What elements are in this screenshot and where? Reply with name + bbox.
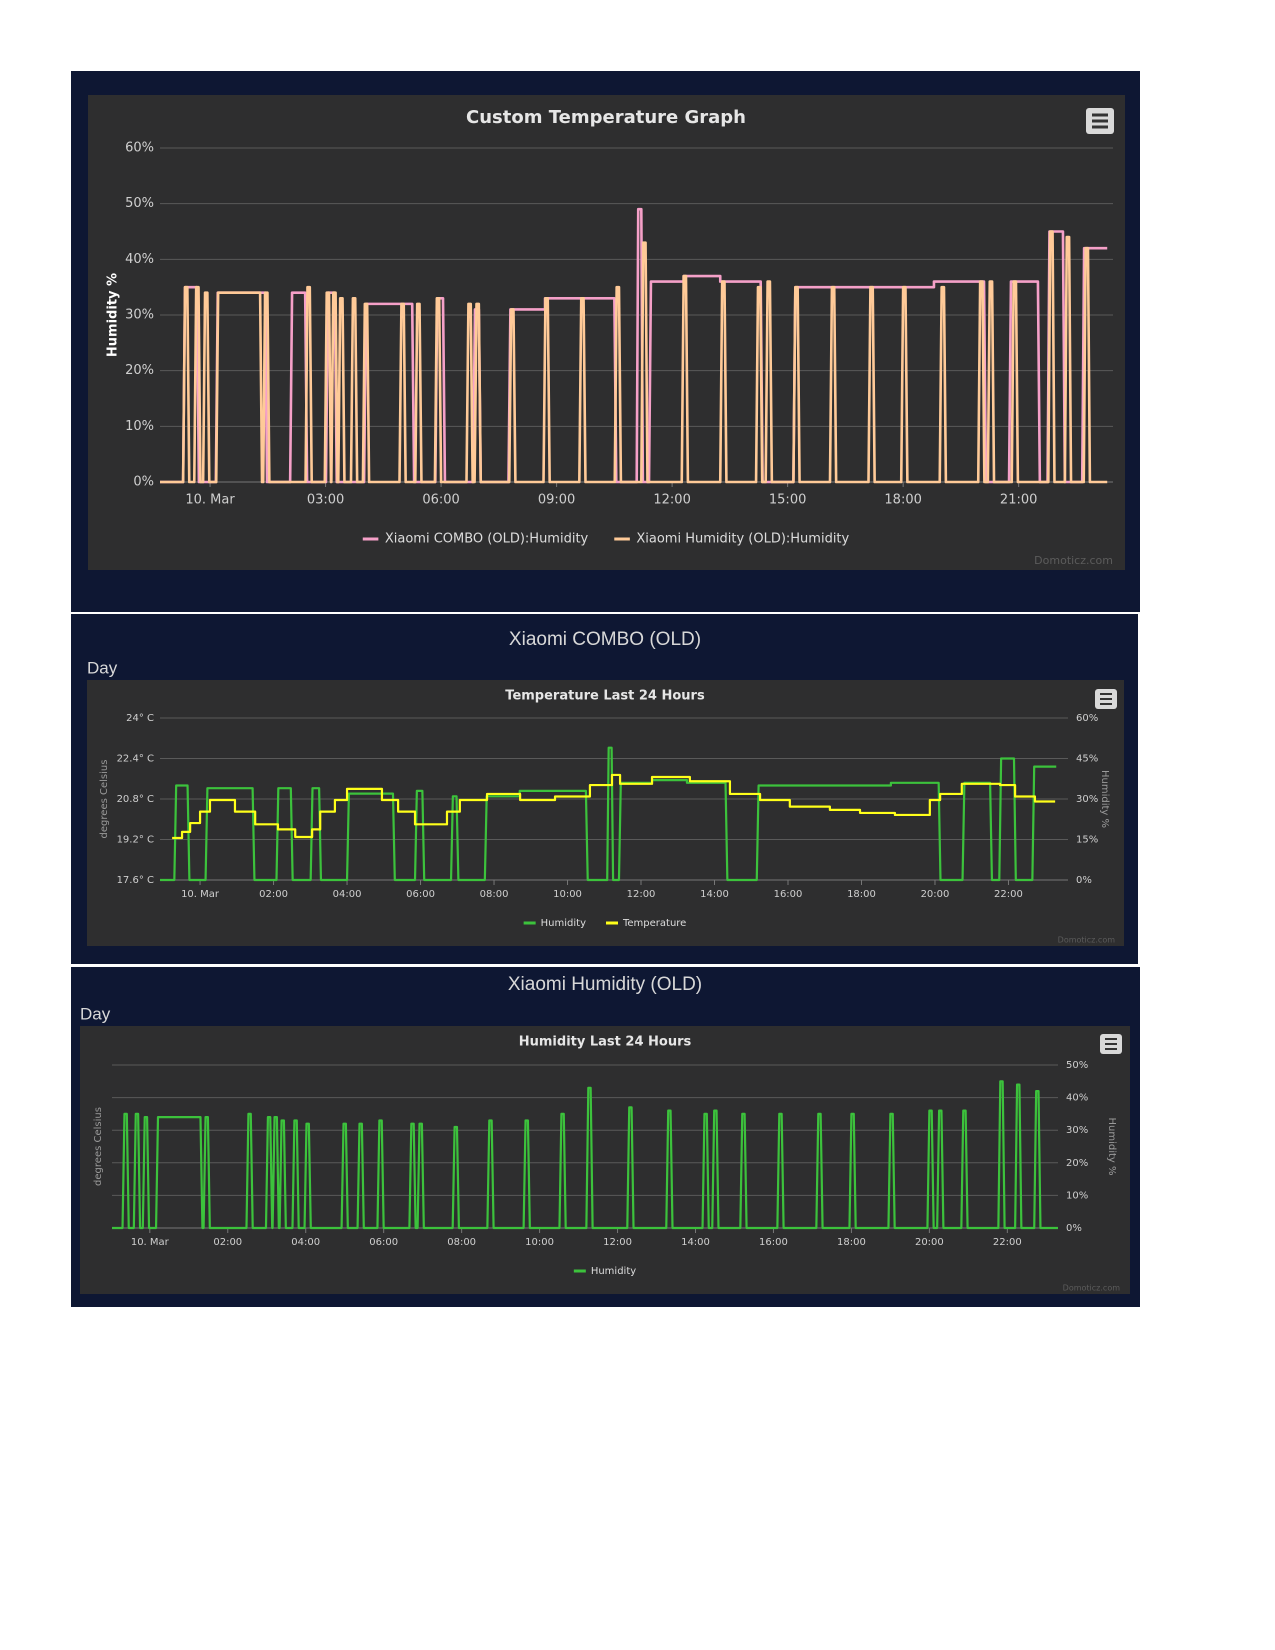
x-tick-label: 18:00 [837,1237,866,1248]
x-tick-label: 16:00 [759,1237,788,1248]
y-tick-label: 10% [125,419,154,434]
y2-tick-label: 45% [1076,754,1098,765]
plot [160,207,1108,484]
y-tick-label: 20.8° C [117,794,154,805]
menu-button[interactable] [1086,108,1114,134]
y-axis-title: degrees Celsius [93,1107,104,1186]
y2-tick-label: 0% [1066,1223,1082,1234]
x-tick-label: 20:00 [915,1237,944,1248]
chart-title: Humidity Last 24 Hours [519,1035,692,1050]
line-series [172,773,1056,840]
x-tick-label: 02:00 [213,1237,242,1248]
credit: Domoticz.com [1063,1284,1121,1293]
y2-tick-label: 40% [1066,1093,1088,1104]
y2-tick-label: 15% [1076,835,1098,846]
menu-button[interactable] [1095,689,1117,709]
legend-label: Humidity [591,1266,636,1277]
legend-label: Xiaomi COMBO (OLD):Humidity [385,532,589,547]
x-tick-label: 15:00 [769,493,806,508]
x-tick-label: 06:00 [406,889,435,900]
section-title: Xiaomi COMBO (OLD) [509,629,701,650]
legend-label: Humidity [541,918,586,929]
chart-title: Temperature Last 24 Hours [505,689,705,704]
chart-bg [80,1026,1130,1294]
x-tick-label: 06:00 [369,1237,398,1248]
x-tick-label: 08:00 [480,889,509,900]
y-tick-label: 24° C [126,713,154,724]
legend-label: Xiaomi Humidity (OLD):Humidity [636,532,849,547]
x-tick-label: 08:00 [447,1237,476,1248]
y2-tick-label: 30% [1066,1125,1088,1136]
x-tick-label: 12:00 [627,889,656,900]
y-tick-label: 17.6° C [117,875,154,886]
x-tick-label: 12:00 [653,493,690,508]
x-tick-label: 14:00 [681,1237,710,1248]
y-tick-label: 30% [125,308,154,323]
chart-bg [88,95,1125,570]
credit: Domoticz.com [1058,936,1116,945]
x-tick-label: 18:00 [884,493,921,508]
x-tick-label: 02:00 [259,889,288,900]
y2-tick-label: 10% [1066,1190,1088,1201]
x-tick-label: 10:00 [525,1237,554,1248]
y2-tick-label: 20% [1066,1158,1088,1169]
x-tick-label: 10. Mar [181,889,220,900]
y2-axis-title: Humidity % [1099,770,1110,828]
x-tick-label: 22:00 [993,1237,1022,1248]
line-series [112,1080,1058,1230]
x-tick-label: 10. Mar [131,1237,170,1248]
x-tick-label: 10. Mar [185,493,235,508]
y-tick-label: 40% [125,252,154,267]
y-tick-label: 50% [125,196,154,211]
y2-tick-label: 30% [1076,794,1098,805]
x-tick-label: 09:00 [538,493,575,508]
x-tick-label: 04:00 [291,1237,320,1248]
y-tick-label: 60% [125,141,154,156]
x-tick-label: 06:00 [422,493,459,508]
y2-tick-label: 0% [1076,875,1092,886]
y-tick-label: 0% [133,475,154,490]
legend-label: Temperature [622,918,686,929]
y2-axis-title: Humidity % [1106,1117,1117,1175]
y-tick-label: 22.4° C [117,754,154,765]
x-tick-label: 03:00 [307,493,344,508]
y-tick-label: 20% [125,363,154,378]
x-tick-label: 04:00 [333,889,362,900]
section-period: Day [87,658,118,677]
x-tick-label: 10:00 [553,889,582,900]
y2-tick-label: 60% [1076,713,1098,724]
x-tick-label: 16:00 [774,889,803,900]
x-tick-label: 22:00 [994,889,1023,900]
section-period: Day [80,1004,111,1023]
y-axis-title: Humidity % [106,273,121,357]
section-title: Xiaomi Humidity (OLD) [508,974,702,995]
y-tick-label: 19.2° C [117,835,154,846]
plot [112,1080,1058,1230]
menu-button[interactable] [1100,1034,1122,1054]
x-tick-label: 12:00 [603,1237,632,1248]
x-tick-label: 18:00 [847,889,876,900]
x-tick-label: 14:00 [700,889,729,900]
x-tick-label: 20:00 [921,889,950,900]
y-axis-title: degrees Celsius [99,760,110,839]
chart-title: Custom Temperature Graph [466,107,746,128]
plot [160,746,1057,882]
y2-tick-label: 50% [1066,1060,1088,1071]
credit: Domoticz.com [1034,554,1113,567]
x-tick-label: 21:00 [1000,493,1037,508]
line-series [160,230,1108,484]
chart-bg [87,680,1124,946]
